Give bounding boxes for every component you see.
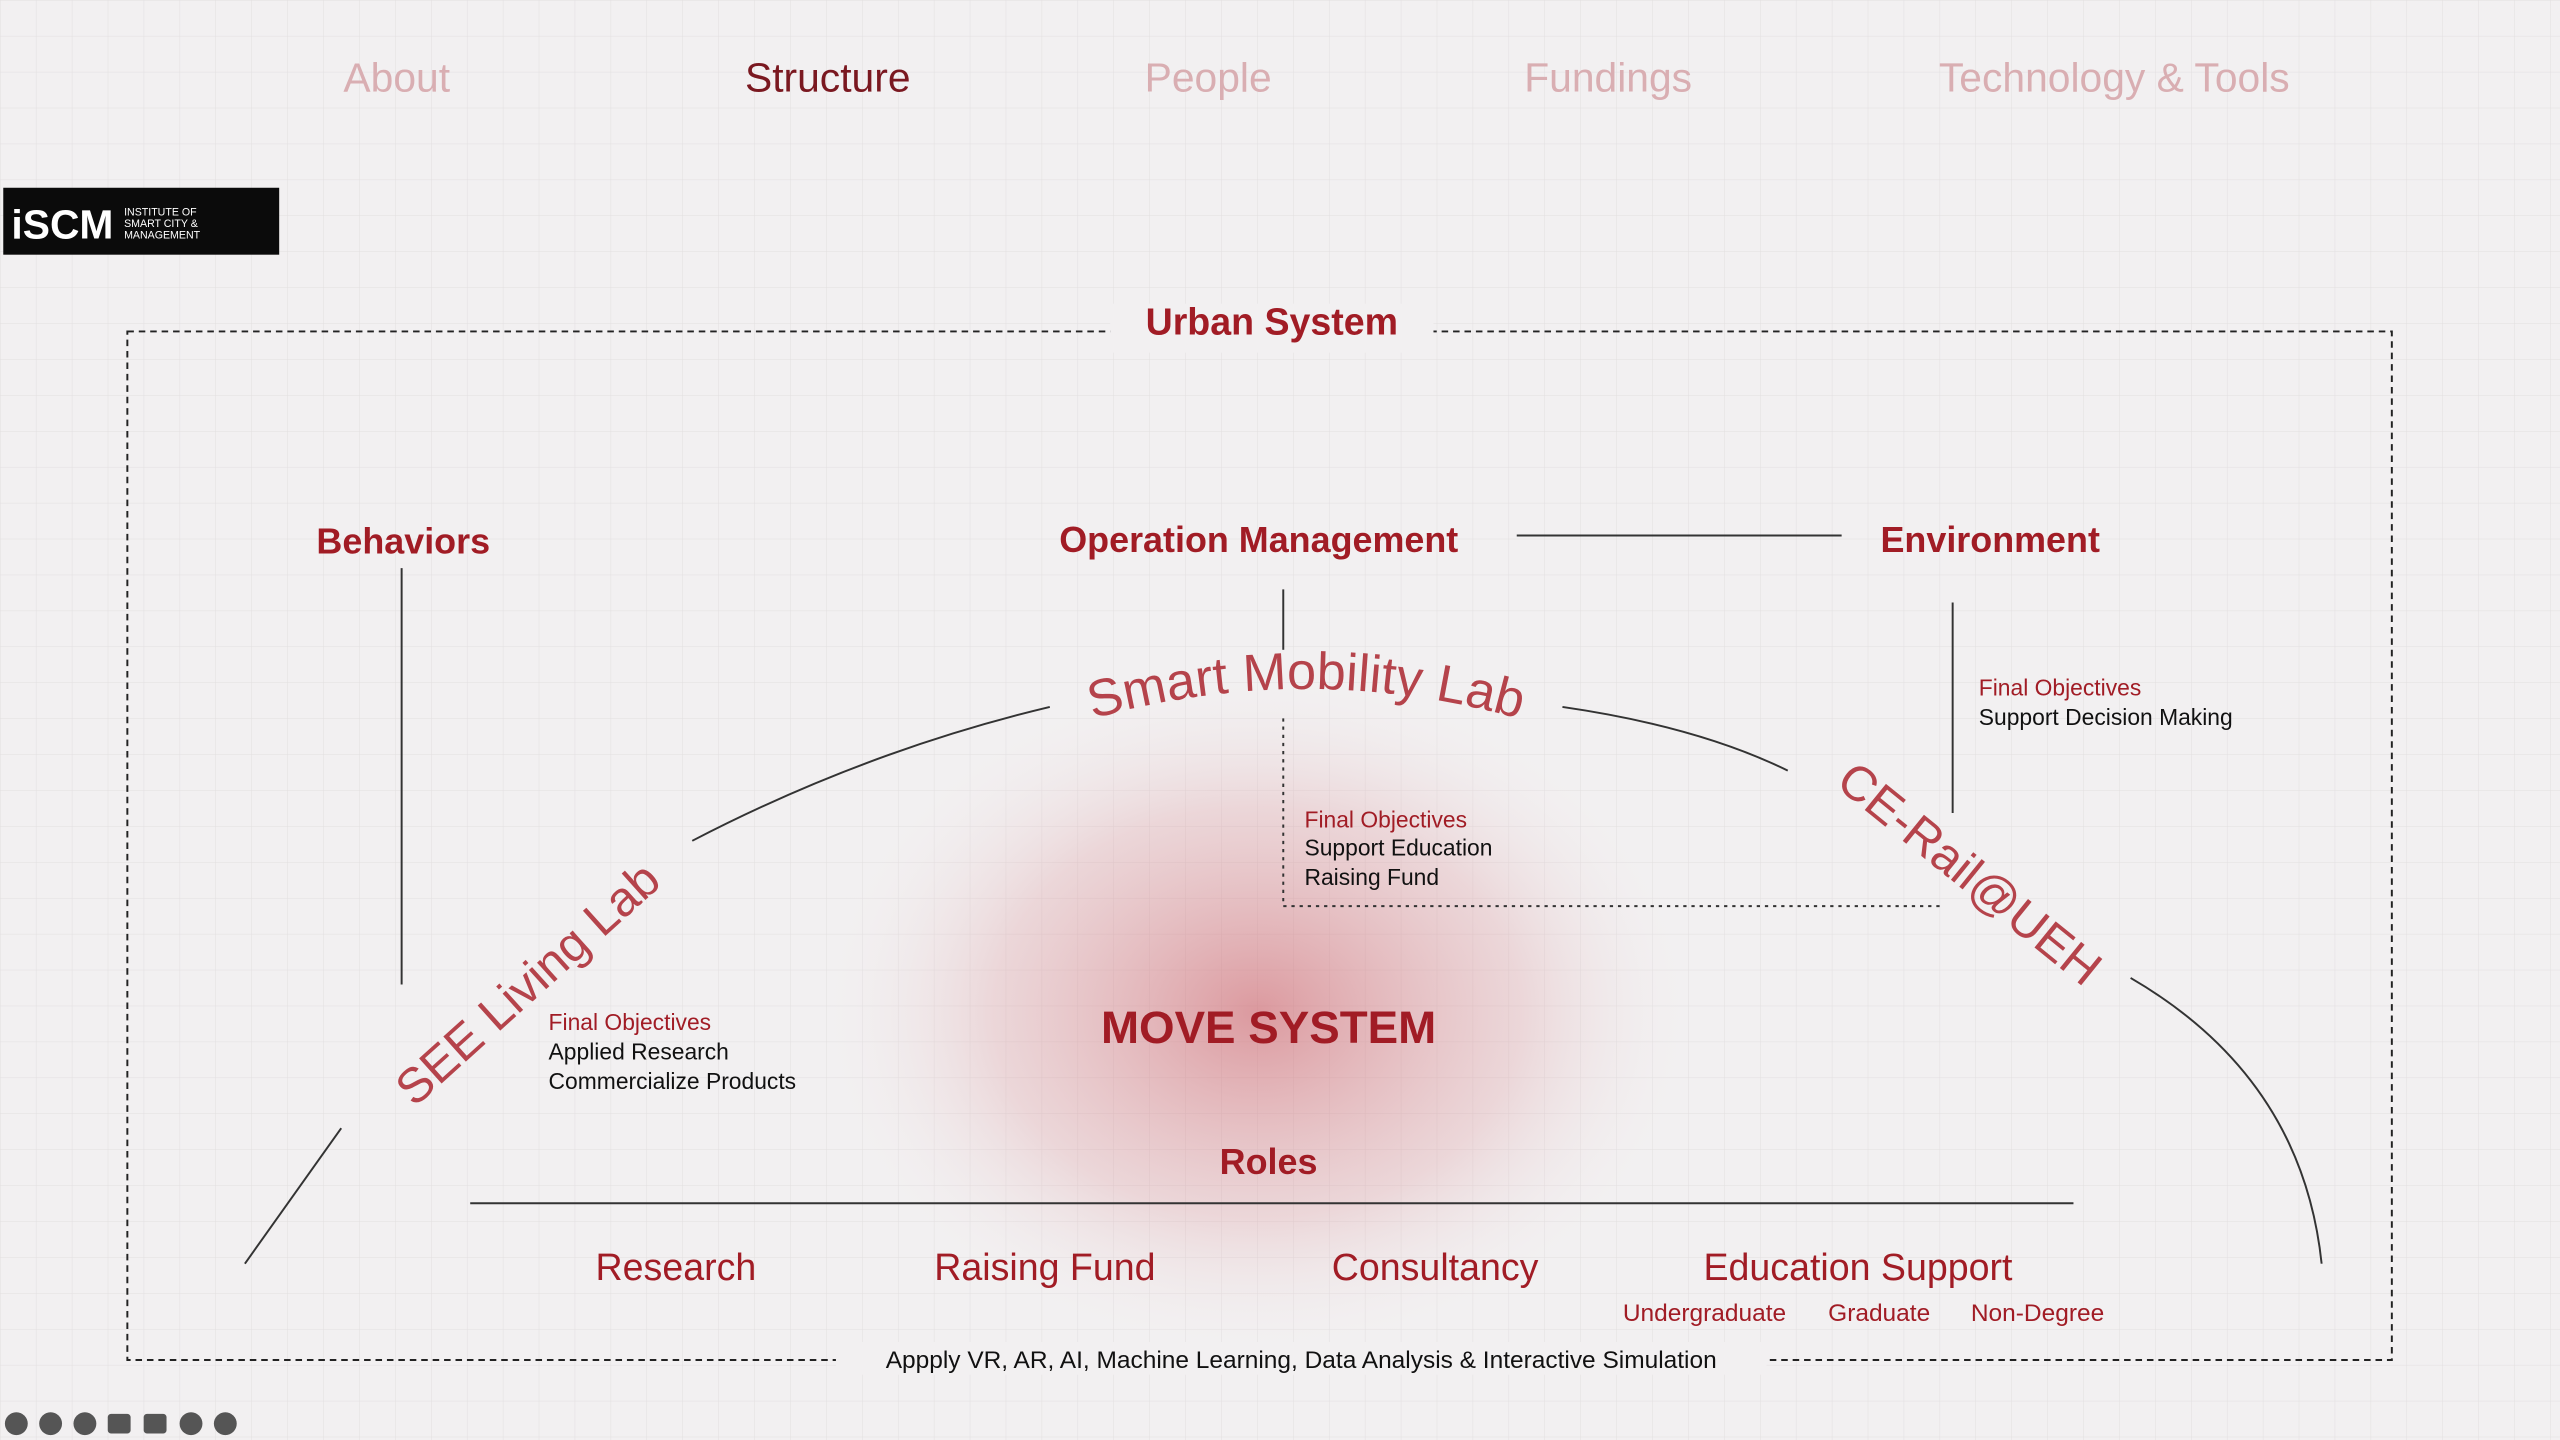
objective: Commercialize Products xyxy=(549,1068,797,1094)
roles-title: Roles xyxy=(1220,1141,1318,1182)
objective: Support Education xyxy=(1304,835,1492,861)
frame-title: Urban System xyxy=(1146,301,1399,343)
footer-note: Appply VR, AR, AI, Machine Learning, Dat… xyxy=(886,1347,1717,1374)
role: Raising Fund xyxy=(934,1246,1155,1288)
nav-item[interactable]: Technology & Tools xyxy=(1939,54,2290,100)
education-level: Graduate xyxy=(1828,1300,1930,1327)
role: Education Support xyxy=(1703,1246,2013,1288)
role: Consultancy xyxy=(1332,1246,1539,1288)
objectives-title: Final Objectives xyxy=(1304,807,1467,833)
nav-item[interactable]: People xyxy=(1145,54,1272,100)
player-controls[interactable] xyxy=(4,1412,237,1436)
logo-text: SMART CITY & xyxy=(124,218,198,230)
nav-item[interactable]: Fundings xyxy=(1524,54,1692,100)
nav-item[interactable]: About xyxy=(343,54,450,100)
footer-mask xyxy=(835,1342,1767,1375)
logo-text: INSTITUTE OF xyxy=(124,207,197,219)
education-level: Undergraduate xyxy=(1623,1300,1786,1327)
education-level: Non-Degree xyxy=(1971,1300,2104,1327)
objective: Support Decision Making xyxy=(1979,704,2233,730)
role: Research xyxy=(596,1246,757,1288)
logo-mark: iSCM xyxy=(11,201,113,247)
glow xyxy=(816,669,1698,1356)
objectives-title: Final Objectives xyxy=(1979,675,2142,701)
objectives-title: Final Objectives xyxy=(549,1009,712,1035)
objective: Applied Research xyxy=(549,1039,729,1065)
logo-box xyxy=(3,187,280,255)
title-mask xyxy=(1110,303,1434,353)
objective: Raising Fund xyxy=(1304,864,1439,890)
connectors xyxy=(244,534,2323,1265)
center-title: MOVE SYSTEM xyxy=(1101,1002,1436,1053)
node: Operation Management xyxy=(1059,519,1458,560)
logo-text: MANAGEMENT xyxy=(124,229,201,241)
node: Environment xyxy=(1880,519,2099,560)
nav-item[interactable]: Structure xyxy=(745,54,911,100)
node: Behaviors xyxy=(316,520,490,561)
